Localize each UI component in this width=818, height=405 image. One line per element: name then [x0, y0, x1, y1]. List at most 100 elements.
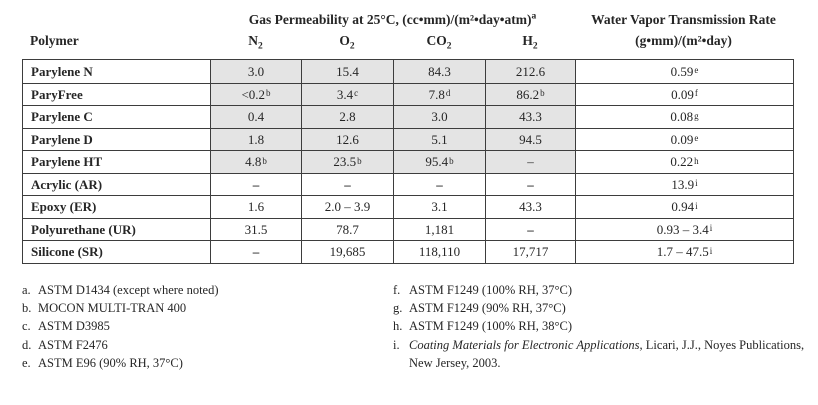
col-header-o2: O2	[339, 33, 355, 52]
cell-value: –	[252, 176, 260, 192]
cell-o2: 3.4 c	[302, 83, 394, 105]
cell-polymer: Parylene N	[23, 60, 211, 83]
cell-value: –	[344, 176, 351, 192]
cell-value: 31.5	[244, 221, 268, 237]
cell-h2: 43.3	[486, 106, 576, 128]
footnote-h: h. ASTM F1249 (100% RH, 38°C)	[393, 317, 809, 335]
cell-polymer: Polyurethane (UR)	[23, 218, 211, 240]
cell-o2: 23.5 b	[302, 151, 394, 173]
cell-co2: 1,181	[394, 218, 486, 240]
cell-value: 118,110	[418, 244, 461, 260]
cell-value: 0.08	[670, 109, 694, 125]
cell-value: 12.6	[336, 131, 359, 147]
footnote-g: g. ASTM F1249 (90% RH, 37°C)	[393, 299, 809, 317]
cell-co2: –	[394, 173, 486, 195]
cell-wvtr: 0.08 g	[670, 109, 699, 125]
cell-value: 4.8	[245, 154, 262, 170]
cell-value: 5.1	[431, 131, 448, 147]
cell-wvtr: 0.09 e	[670, 131, 699, 147]
cell-value: 15.4	[336, 63, 359, 79]
cell-o2: 15.4	[302, 60, 394, 83]
cell-polymer: ParyFree	[23, 83, 211, 105]
cell-value: 95.4	[425, 154, 449, 170]
cell-value: 0.93 – 3.4	[656, 221, 709, 237]
footnote-e: e. ASTM E96 (90% RH, 37°C)	[22, 354, 393, 372]
cell-n2: 0.4	[211, 106, 302, 128]
cell-wvtr: 0.59 e	[670, 63, 699, 79]
table-row: Parylene D 1.8 12.6 5.1 94.5 0.09 e	[23, 127, 793, 150]
footnote-text: ASTM D1434 (except where noted)	[38, 282, 219, 297]
cell-polymer: Parylene C	[23, 106, 211, 128]
cell-value: 94.5	[519, 131, 542, 147]
table-row: Polyurethane (UR) 31.5 78.7 1,181 – 0.93 – 3.…	[23, 217, 793, 240]
cell-value: 3.4	[336, 86, 354, 102]
cell-value: 43.3	[519, 199, 542, 215]
cell-value: 3.0	[431, 109, 448, 125]
footnote-text: ASTM F1249 (100% RH, 38°C)	[409, 319, 572, 334]
cell-value: 1.6	[247, 199, 265, 215]
footnotes-left-column: a. ASTM D1434 (except where noted) b. MOCO…	[22, 281, 393, 373]
cell-o2: 78.7	[302, 218, 394, 240]
footnote-text: ASTM F2476	[38, 337, 108, 352]
wvtr-header-line2: (g•mm)/(m²•day)	[635, 33, 732, 48]
cell-value: –	[252, 244, 260, 260]
cell-co2: 118,110	[394, 241, 486, 263]
cell-polymer: Parylene D	[23, 128, 211, 150]
cell-value: 17,717	[512, 244, 549, 260]
cell-polymer: Silicone (SR)	[23, 241, 211, 263]
cell-value: 1.8	[247, 131, 265, 147]
cell-h2: 86.2 b	[486, 83, 576, 105]
cell-n2: 31.5	[211, 218, 302, 240]
footnote-letter: h.	[393, 319, 403, 334]
footnote-a: a. ASTM D1434 (except where noted)	[22, 281, 393, 299]
cell-wvtr: 0.22 h	[670, 154, 699, 170]
cell-co2: 3.0	[394, 106, 486, 128]
cell-value: 0.4	[247, 109, 265, 125]
footnote-letter: b.	[22, 300, 32, 315]
table-row: Silicone (SR) – 19,685 118,110 17,717 1.7 – 4…	[23, 240, 793, 263]
cell-value: 1.7 – 47.5	[656, 244, 709, 260]
gas-title-footnote-marker: a	[531, 11, 537, 22]
cell-value: 19,685	[329, 244, 366, 260]
cell-polymer: Epoxy (ER)	[23, 196, 211, 218]
footnote-letter: d.	[22, 337, 32, 352]
cell-value: 1,181	[424, 221, 455, 237]
cell-n2: 4.8 b	[211, 151, 302, 173]
cell-n2: –	[211, 241, 302, 263]
cell-value: 86.2	[516, 86, 540, 102]
cell-value: 2.8	[339, 109, 356, 125]
footnote-c: c. ASTM D3985	[22, 317, 393, 335]
table-row: Parylene HT 4.8 b 23.5 b 95.4 b – 0.22 h	[23, 150, 793, 173]
cell-value: 3.0	[247, 63, 265, 79]
footnote-citation-rest: Licari, J.J., Noyes Publications, New Je…	[409, 337, 805, 371]
footnote-text: ASTM F1249 (100% RH, 37°C)	[409, 282, 572, 297]
table-body: Parylene N 3.0 15.4 84.3 212.6 0.59 e ParyFree <…	[22, 59, 794, 264]
cell-value: –	[527, 176, 534, 192]
cell-h2: 94.5	[486, 128, 576, 150]
cell-h2: –	[486, 173, 576, 195]
cell-wvtr: 13.9 i	[671, 176, 698, 192]
cell-polymer: Parylene HT	[23, 151, 211, 173]
footnote-i: i. Coating Materials for Electronic Appli…	[393, 336, 809, 373]
cell-h2: 43.3	[486, 196, 576, 218]
page: Gas Permeability at 25°C, (cc•mm)/(m²•da…	[22, 11, 818, 373]
table-row: Acrylic (AR) – – – – 13.9 i	[23, 172, 793, 195]
footnotes: a. ASTM D1434 (except where noted) b. MOCO…	[22, 281, 818, 373]
polymer-column-header: Polymer	[30, 33, 79, 48]
cell-o2: 12.6	[302, 128, 394, 150]
cell-n2: 3.0	[211, 60, 302, 83]
footnote-b: b. MOCON MULTI-TRAN 400	[22, 299, 393, 317]
cell-o2: 2.0 – 3.9	[302, 196, 394, 218]
col-header-h2: H2	[522, 33, 538, 52]
table-header: Gas Permeability at 25°C, (cc•mm)/(m²•da…	[22, 11, 792, 52]
cell-value: 3.1	[431, 199, 448, 215]
cell-n2: –	[211, 173, 302, 195]
cell-value: 0.59	[670, 63, 694, 79]
cell-value: 78.7	[336, 221, 359, 237]
cell-value: 0.09	[671, 86, 694, 102]
cell-value: 212.6	[515, 63, 546, 79]
footnote-d: d. ASTM F2476	[22, 336, 393, 354]
cell-n2: 1.8	[211, 128, 302, 150]
footnote-f: f. ASTM F1249 (100% RH, 37°C)	[393, 281, 809, 299]
cell-co2: 5.1	[394, 128, 486, 150]
